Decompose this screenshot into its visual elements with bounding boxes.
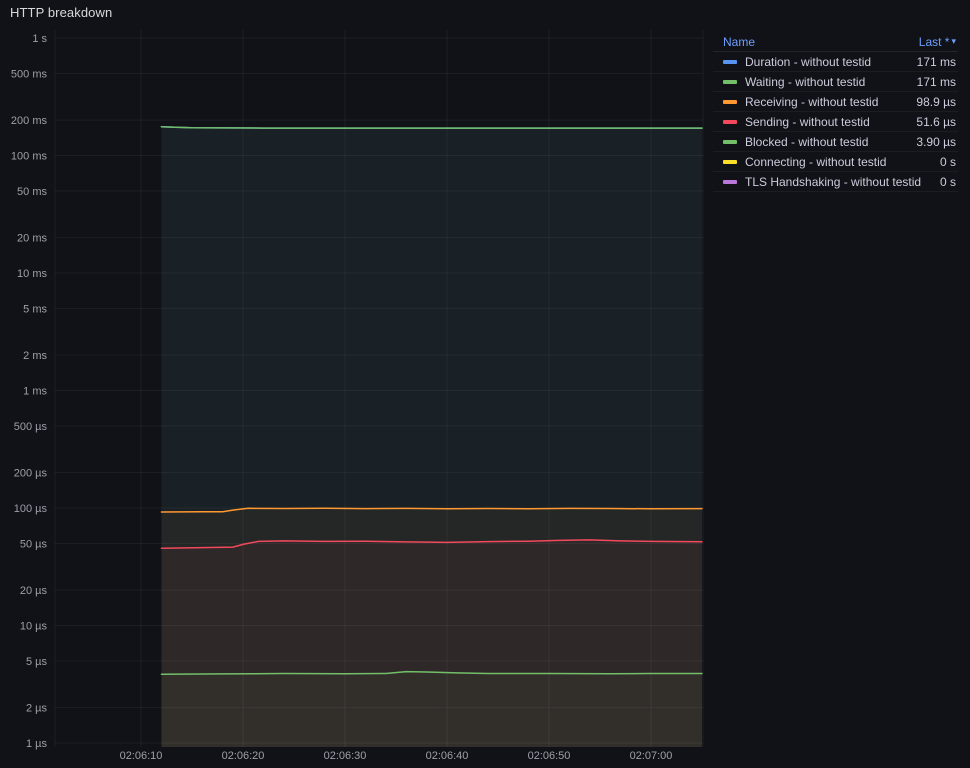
legend-row[interactable]: Receiving - without testid 98.9 µs bbox=[713, 92, 958, 112]
y-axis-tick-label: 1 s bbox=[32, 33, 47, 45]
x-axis-tick-label: 02:06:10 bbox=[120, 750, 163, 762]
legend-header: Name Last * ▾ bbox=[713, 32, 958, 52]
legend-row-left: TLS Handshaking - without testid bbox=[723, 175, 921, 189]
legend-row[interactable]: Sending - without testid 51.6 µs bbox=[713, 112, 958, 132]
series-color-swatch-icon bbox=[723, 179, 737, 184]
legend-series-last-value: 51.6 µs bbox=[916, 114, 956, 129]
legend-series-label: Waiting - without testid bbox=[745, 74, 866, 89]
series-area-fill bbox=[161, 126, 702, 747]
y-axis-tick-label: 5 ms bbox=[23, 303, 47, 315]
legend-row[interactable]: TLS Handshaking - without testid 0 s bbox=[713, 172, 958, 192]
legend-series-last-value: 171 ms bbox=[916, 74, 956, 89]
y-axis-tick-label: 20 µs bbox=[20, 585, 48, 597]
y-axis-tick-label: 5 µs bbox=[26, 656, 48, 668]
series-color-swatch-icon bbox=[723, 139, 737, 144]
y-axis-tick-label: 1 µs bbox=[26, 738, 48, 750]
legend-row[interactable]: Waiting - without testid 171 ms bbox=[713, 72, 958, 92]
series-area-fill bbox=[161, 539, 702, 747]
y-axis-tick-label: 100 µs bbox=[14, 503, 48, 515]
sort-desc-icon: ▾ bbox=[951, 36, 956, 46]
legend-column-last-label: Last * bbox=[918, 34, 950, 49]
x-axis-tick-label: 02:06:20 bbox=[222, 750, 265, 762]
legend-series-label: Blocked - without testid bbox=[745, 134, 869, 149]
series-color-swatch-icon bbox=[723, 119, 737, 124]
y-axis-tick-label: 10 ms bbox=[17, 268, 47, 280]
y-axis-tick-label: 50 µs bbox=[20, 538, 48, 550]
legend-row-left: Blocked - without testid bbox=[723, 135, 868, 149]
y-axis-tick-label: 2 µs bbox=[26, 703, 48, 715]
legend-row-left: Waiting - without testid bbox=[723, 75, 865, 89]
legend-row-left: Receiving - without testid bbox=[723, 95, 878, 109]
x-axis-tick-label: 02:07:00 bbox=[630, 750, 673, 762]
legend-table: Name Last * ▾ Duration - without testid 1… bbox=[713, 32, 958, 192]
legend-series-last-value: 3.90 µs bbox=[916, 134, 956, 149]
legend-row[interactable]: Duration - without testid 171 ms bbox=[713, 52, 958, 72]
y-axis-tick-label: 500 ms bbox=[11, 68, 48, 80]
y-axis-tick-label: 100 ms bbox=[11, 151, 48, 163]
legend-series-label: Connecting - without testid bbox=[745, 154, 887, 169]
legend-series-last-value: 171 ms bbox=[916, 54, 956, 69]
series-area-fill bbox=[161, 508, 702, 747]
legend-rows: Duration - without testid 171 ms Waiting -… bbox=[713, 52, 958, 192]
y-axis-tick-label: 20 ms bbox=[17, 233, 47, 245]
legend-series-label: Duration - without testid bbox=[745, 54, 872, 69]
legend-series-last-value: 0 s bbox=[939, 174, 956, 189]
series-color-swatch-icon bbox=[723, 79, 737, 84]
timeseries-chart[interactable]: 1 s 500 ms 200 ms 100 ms 50 ms 20 ms 10 ms 5 ms… bbox=[0, 0, 712, 768]
legend-series-label: Sending - without testid bbox=[745, 114, 870, 129]
series-area-fill bbox=[161, 671, 702, 747]
series-line bbox=[160, 507, 703, 513]
series-line bbox=[160, 670, 703, 675]
y-axis-tick-label: 200 ms bbox=[11, 115, 48, 127]
legend-row-left: Duration - without testid bbox=[723, 55, 871, 69]
legend-series-label: TLS Handshaking - without testid bbox=[745, 174, 922, 189]
legend-row[interactable]: Connecting - without testid 0 s bbox=[713, 152, 958, 172]
y-axis-tick-label: 10 µs bbox=[20, 621, 48, 633]
y-axis-tick-label: 500 µs bbox=[14, 421, 48, 433]
y-axis-tick-label: 50 ms bbox=[17, 186, 47, 198]
legend-row-left: Sending - without testid bbox=[723, 115, 870, 129]
legend-column-name[interactable]: Name bbox=[723, 34, 756, 49]
x-axis-tick-label: 02:06:30 bbox=[324, 750, 367, 762]
legend-column-last-sort[interactable]: Last * ▾ bbox=[919, 35, 956, 49]
series-line bbox=[160, 539, 703, 549]
x-axis-tick-label: 02:06:50 bbox=[528, 750, 571, 762]
x-axis-tick-label: 02:06:40 bbox=[426, 750, 469, 762]
series-color-swatch-icon bbox=[723, 59, 737, 64]
y-axis-tick-label: 200 µs bbox=[14, 468, 48, 480]
panel-title[interactable]: HTTP breakdown bbox=[10, 5, 113, 20]
series-area-fill bbox=[161, 126, 702, 747]
legend-series-label: Receiving - without testid bbox=[745, 94, 879, 109]
series-line bbox=[160, 125, 703, 129]
y-axis-tick-label: 2 ms bbox=[23, 350, 47, 362]
legend-series-last-value: 0 s bbox=[939, 154, 956, 169]
series-color-swatch-icon bbox=[723, 99, 737, 104]
legend-row-left: Connecting - without testid bbox=[723, 155, 886, 169]
y-axis-tick-label: 1 ms bbox=[23, 386, 47, 398]
series-color-swatch-icon bbox=[723, 159, 737, 164]
legend-series-last-value: 98.9 µs bbox=[916, 94, 956, 109]
legend-row[interactable]: Blocked - without testid 3.90 µs bbox=[713, 132, 958, 152]
